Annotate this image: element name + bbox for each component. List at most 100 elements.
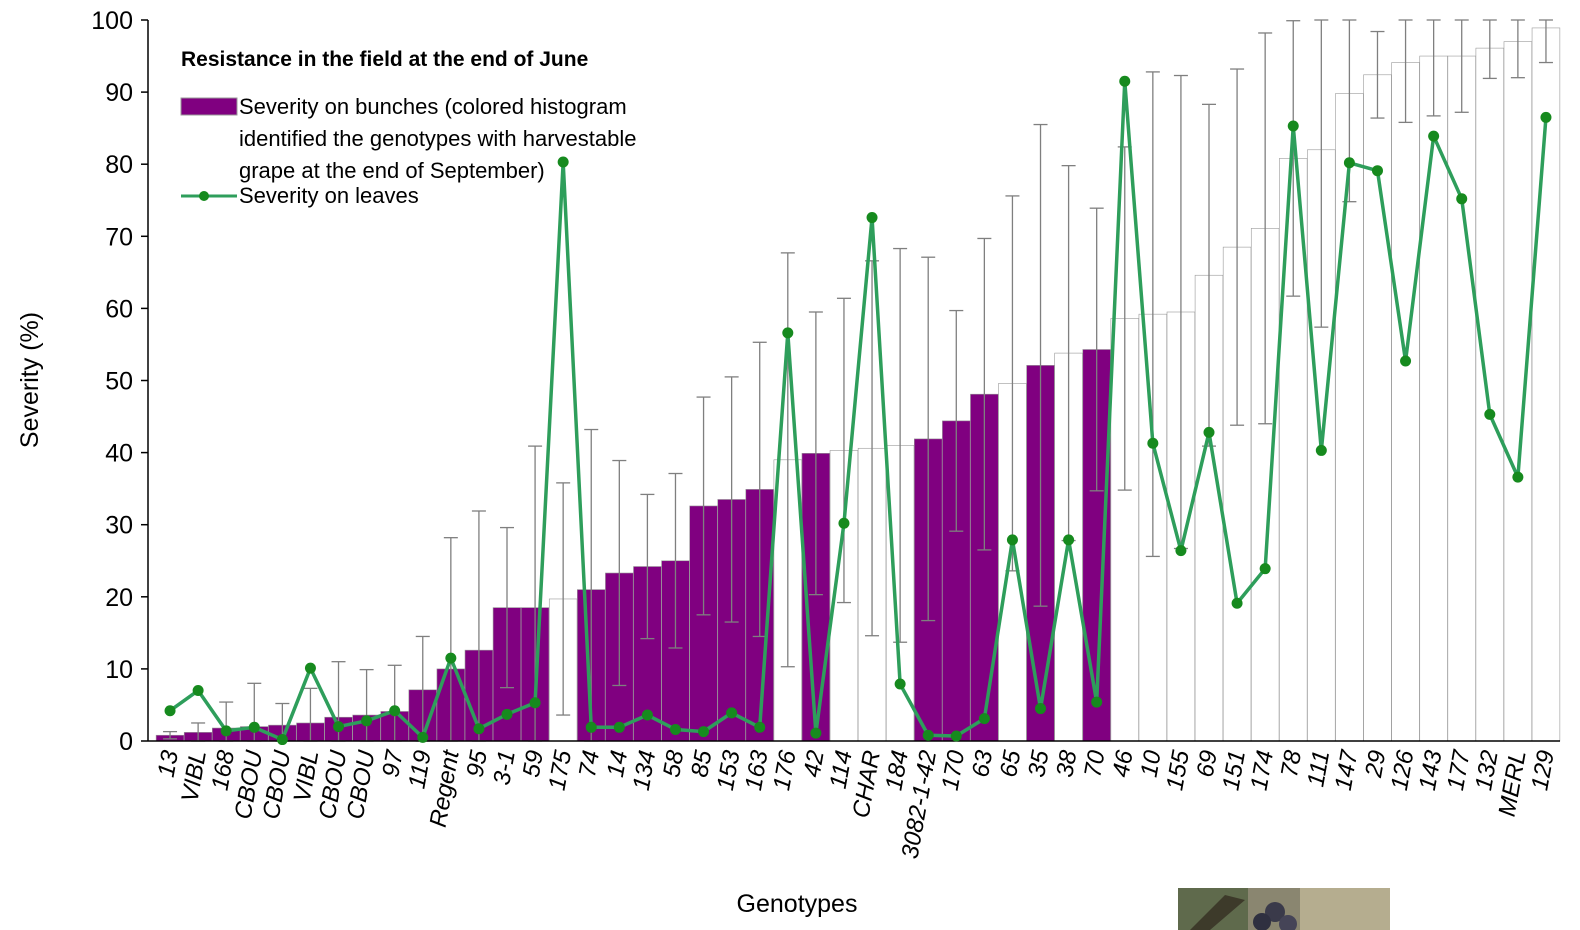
legend-line-marker: [199, 191, 209, 201]
leaf-point-17: [641, 709, 653, 721]
x-tick-label-39: 174: [1246, 748, 1280, 792]
x-tick-label-8: 97: [377, 747, 409, 780]
y-axis-ticks: 0 10 20 30 40 50 60 70 80 90 100: [91, 7, 148, 756]
y-tick-label: 100: [91, 7, 133, 35]
bar-44: [1391, 62, 1420, 742]
y-tick-label: 40: [105, 440, 133, 468]
x-tick-label-19: 85: [686, 748, 717, 780]
y-tick-label: 60: [105, 295, 133, 323]
leaf-point-36: [1175, 545, 1187, 557]
leaf-point-16: [613, 721, 625, 733]
leaf-point-45: [1428, 130, 1440, 142]
leaf-point-46: [1456, 193, 1468, 205]
leaf-point-30: [1006, 534, 1018, 546]
x-tick-label-29: 63: [967, 748, 998, 780]
legend-bar-swatch: [180, 97, 238, 116]
leaf-point-10: [445, 652, 457, 664]
x-tick-label-22: 176: [768, 748, 802, 793]
leaf-point-15: [585, 721, 597, 733]
x-tick-label-0: 13: [153, 748, 184, 780]
leaf-point-1: [192, 685, 204, 697]
leaf-point-13: [529, 697, 541, 709]
x-tick-label-34: 46: [1107, 748, 1138, 780]
leaf-point-42: [1343, 157, 1355, 169]
x-tick-label-17: 134: [628, 748, 662, 792]
x-tick-label-35: 10: [1136, 748, 1167, 780]
x-tick-label-33: 70: [1079, 748, 1110, 780]
x-axis-tick-labels: 13VIBL168CBOUCBOUVIBLCBOUCBOU97119Regent…: [153, 747, 1560, 861]
leaf-point-47: [1484, 408, 1496, 420]
y-axis-title: Severity (%): [16, 312, 44, 448]
bar-46: [1447, 55, 1476, 742]
leaf-point-31: [1035, 703, 1047, 715]
legend-title: Resistance in the field at the end of Ju…: [181, 48, 588, 71]
leaf-point-6: [333, 721, 345, 733]
error-bars: [163, 19, 1553, 742]
leaf-point-19: [698, 726, 710, 738]
x-tick-label-12: 3-1: [488, 748, 521, 787]
x-tick-label-14: 175: [544, 748, 578, 793]
leaf-point-7: [361, 715, 373, 727]
x-tick-label-18: 58: [658, 748, 689, 780]
leaf-point-0: [164, 705, 176, 717]
leaf-point-37: [1203, 426, 1215, 438]
x-axis-title: Genotypes: [737, 890, 858, 918]
leaf-point-33: [1091, 696, 1103, 708]
x-tick-label-13: 59: [518, 748, 549, 779]
legend-label-leaves: Severity on leaves: [239, 183, 419, 208]
legend-label-bunches-line-3: grape at the end of September): [239, 158, 545, 183]
leaf-severity-line: [169, 79, 1548, 742]
leaf-point-49: [1540, 111, 1552, 123]
leaf-point-27: [922, 729, 934, 741]
leaf-point-2: [220, 725, 232, 737]
x-tick-label-9: 119: [403, 748, 436, 790]
y-tick-label: 10: [105, 656, 133, 684]
leaf-point-25: [866, 212, 878, 224]
y-tick-label: 30: [105, 512, 133, 540]
leaf-point-38: [1231, 597, 1243, 609]
x-tick-label-31: 35: [1023, 748, 1054, 780]
leaf-point-23: [810, 727, 822, 739]
leaf-point-24: [838, 517, 850, 529]
x-tick-label-49: 129: [1526, 748, 1560, 792]
x-tick-label-24: 114: [825, 748, 858, 790]
leaf-point-21: [754, 721, 766, 733]
leaf-point-43: [1371, 165, 1383, 177]
legend: Resistance in the field at the end of Ju…: [180, 48, 636, 208]
x-tick-label-28: 170: [937, 748, 971, 793]
leaf-point-22: [782, 327, 794, 339]
leaf-point-39: [1259, 563, 1271, 575]
x-tick-label-23: 42: [799, 748, 830, 779]
leaf-point-11: [473, 723, 485, 735]
x-tick-label-11: 95: [462, 748, 493, 780]
leaf-severity-series: [164, 75, 1552, 746]
leaf-point-5: [304, 662, 316, 674]
y-tick-label: 0: [119, 728, 133, 756]
leaf-point-14: [557, 156, 569, 168]
x-tick-label-37: 69: [1192, 748, 1223, 779]
leaf-point-41: [1315, 444, 1327, 456]
y-tick-label: 50: [105, 368, 133, 396]
leaf-point-18: [669, 723, 681, 735]
x-tick-label-32: 38: [1051, 748, 1082, 780]
leaf-point-48: [1512, 471, 1524, 483]
leaf-point-12: [501, 708, 513, 720]
leaf-point-3: [248, 721, 260, 733]
x-tick-label-30: 65: [995, 748, 1026, 780]
x-tick-label-43: 29: [1360, 748, 1391, 780]
leaf-point-29: [978, 713, 990, 725]
bar-48: [1503, 41, 1533, 742]
x-tick-label-36: 155: [1161, 748, 1195, 793]
legend-label-bunches-line-1: Severity on bunches (colored histogram: [239, 94, 627, 119]
y-tick-label: 80: [105, 151, 133, 179]
leaf-point-44: [1400, 355, 1412, 367]
leaf-point-40: [1287, 120, 1299, 132]
leaf-point-20: [726, 707, 738, 719]
leaf-point-28: [950, 730, 962, 742]
x-tick-label-40: 78: [1276, 748, 1307, 780]
legend-label-bunches-line-2: identified the genotypes with harvestabl…: [239, 126, 636, 151]
leaf-point-9: [417, 731, 429, 743]
x-tick-label-42: 147: [1330, 747, 1364, 793]
y-tick-label: 20: [105, 584, 133, 612]
